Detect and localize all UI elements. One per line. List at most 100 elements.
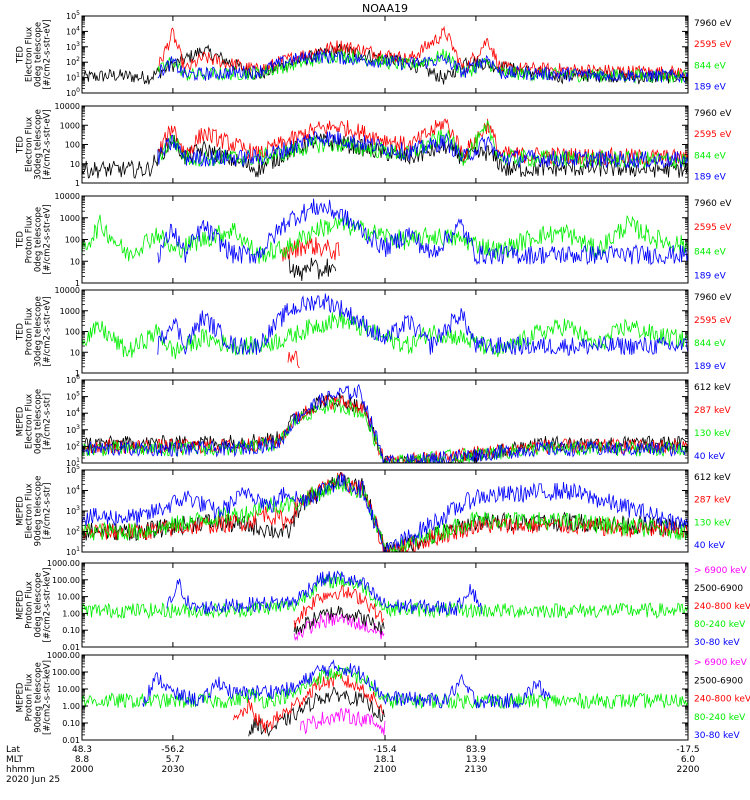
y-tick-label: 10 <box>70 160 80 169</box>
legend-entry: 2595 eV <box>694 316 732 326</box>
y-tick-label: 1.00 <box>62 702 80 711</box>
legend-entry: 189 eV <box>694 172 727 182</box>
series-40-kev-line <box>82 473 688 552</box>
panel-meped-electron-0deg: 101 102 103 104 105 106 MEPEDElectron Flux0deg… <box>16 374 732 468</box>
y-tick-label: 10000 <box>55 286 80 295</box>
series-30-80-kev-line <box>142 659 552 710</box>
footer-lat-value: 83.9 <box>466 745 486 755</box>
y-tick-label: 100.00 <box>52 576 80 585</box>
y-tick-label: 0.01 <box>62 736 80 745</box>
series-130-kev-line <box>82 398 688 463</box>
footer-row-label: hhmm <box>6 765 35 775</box>
y-tick-label: 10000 <box>55 192 80 201</box>
footer-lat-value: 48.3 <box>72 745 92 755</box>
panel-meped-proton-0deg: 0.01 0.10 1.00 10.00 100.00 1000.00MEPEDProto… <box>16 559 750 652</box>
y-tick-label: 10 <box>70 348 80 357</box>
y-tick-label: 101 <box>66 72 80 83</box>
legend-entry: > 6900 keV <box>694 566 748 576</box>
series-group <box>82 383 688 463</box>
footer-hhmm-value: 2130 <box>464 765 487 775</box>
y-tick-label: 1000.00 <box>47 651 80 660</box>
panel-frame <box>81 15 689 94</box>
y-axis-label: MEPEDProton Flux0deg telescope[#/cm2-s-s… <box>16 568 53 643</box>
legend-entry: 2595 eV <box>694 130 732 140</box>
y-tick-label: 105 <box>66 464 80 475</box>
series-group <box>82 293 688 369</box>
y-tick-label: 105 <box>66 391 80 402</box>
y-tick-label: 104 <box>66 407 80 418</box>
footer-lat-value: -56.2 <box>161 745 184 755</box>
legend-entry: 30-80 keV <box>694 638 740 648</box>
legend-entry: 7960 eV <box>694 199 732 209</box>
series-80-240-kev-line <box>82 573 688 620</box>
legend-entry: 2595 eV <box>694 223 732 233</box>
legend-entry: 2500-6900 <box>694 584 743 594</box>
legend-entry: 844 eV <box>694 339 727 349</box>
legend-entry: 7960 eV <box>694 109 732 119</box>
legend-entry: 612 keV <box>694 473 731 483</box>
y-axis-label: TEDElectron Flux0deg telescope[#/cm2-s-s… <box>16 19 53 89</box>
y-tick-label: 100 <box>65 236 80 245</box>
footer-date: 2020 Jun 25 <box>6 775 60 785</box>
y-tick-label: 102 <box>66 440 80 451</box>
y-tick-label: 101 <box>66 546 80 557</box>
y-tick-label: 1000 <box>60 214 80 223</box>
legend-entry: 189 eV <box>694 82 727 92</box>
series-2500-6900-line <box>248 687 385 738</box>
y-tick-label: 101 <box>66 457 80 468</box>
series-7960-ev-line <box>287 253 337 282</box>
panel-meped-electron-90deg: 101 102 103 104 105 MEPEDElectron Flux90deg t… <box>16 464 732 557</box>
chart-title: NOAA19 <box>362 2 408 15</box>
legend-entry: 30-80 keV <box>694 731 740 741</box>
y-tick-label: 10000 <box>55 102 80 111</box>
footer-hhmm-value: 2200 <box>677 765 700 775</box>
y-tick-label: 104 <box>66 25 80 36</box>
footer-hhmm-value: 2000 <box>71 765 94 775</box>
series-2595-ev-line <box>281 237 340 262</box>
series-130-kev-line <box>82 474 688 552</box>
y-tick-label: 104 <box>66 485 80 496</box>
series-287-kev-line <box>82 472 688 552</box>
legend-entry: 189 eV <box>694 362 727 372</box>
series-612-kev-line <box>82 471 688 552</box>
y-tick-label: 1 <box>75 279 80 288</box>
legend-entry: 844 eV <box>694 151 727 161</box>
legend-entry: 7960 eV <box>694 19 732 29</box>
y-tick-label: 105 <box>66 10 80 21</box>
series-group <box>82 570 688 642</box>
series-group <box>82 471 688 552</box>
legend-entry: 240-800 keV <box>694 602 750 612</box>
footer-row-label: Lat <box>6 745 21 755</box>
footer-hhmm-value: 2030 <box>161 765 184 775</box>
footer-mlt-value: 6.0 <box>681 755 696 765</box>
y-tick-label: 1000 <box>60 307 80 316</box>
y-tick-label: 103 <box>66 41 80 52</box>
legend-entry: 80-240 keV <box>694 713 746 723</box>
legend-entry: 612 keV <box>694 383 731 393</box>
series-844-ev-line <box>82 311 688 360</box>
y-tick-label: 1 <box>75 369 80 378</box>
legend-entry: 80-240 keV <box>694 620 746 630</box>
footer-mlt-value: 18.1 <box>375 755 395 765</box>
series-2500-6900-line <box>293 605 385 635</box>
y-tick-label: 103 <box>66 505 80 516</box>
panel-frame <box>81 289 689 374</box>
y-tick-label: 102 <box>66 56 80 67</box>
series-30-80-kev-line <box>166 570 483 616</box>
series-2595-ev-line <box>157 25 688 80</box>
legend-entry: 7960 eV <box>694 293 732 303</box>
panel-meped-proton-90deg: 0.01 0.10 1.00 10.00 100.00 1000.00MEPEDProto… <box>16 651 750 745</box>
y-tick-label: 10 <box>70 257 80 266</box>
series-844-ev-line <box>157 48 688 84</box>
legend-entry: 2500-6900 <box>694 676 743 686</box>
y-tick-label: 0.10 <box>62 626 80 635</box>
legend-entry: > 6900 keV <box>694 658 748 668</box>
footer-row-label: MLT <box>6 755 24 765</box>
series--6900-kev-line <box>299 707 386 736</box>
panel-frame <box>81 469 689 553</box>
